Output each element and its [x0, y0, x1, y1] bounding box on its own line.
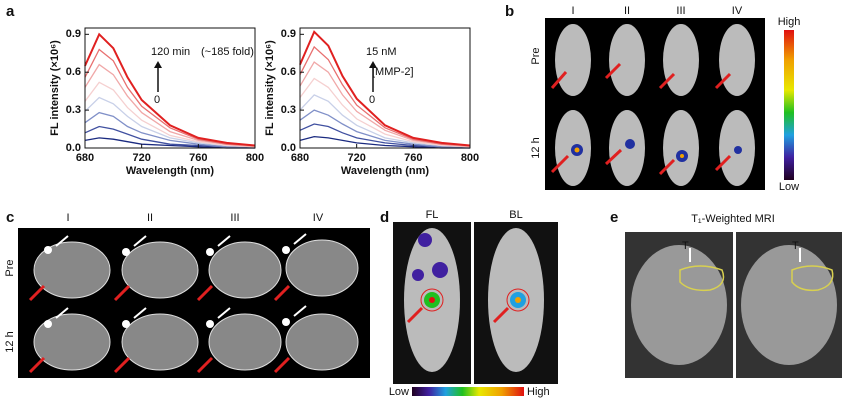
panel-label: c: [6, 209, 14, 226]
column-label: IV: [732, 5, 743, 17]
panel-b-images: [545, 18, 794, 190]
panel-label: e: [610, 209, 618, 226]
y-tick-label: 0.3: [281, 104, 296, 116]
spectrum-line: [84, 81, 256, 148]
panel-d-images: [393, 222, 558, 396]
scale-label: High: [778, 16, 801, 28]
column-label: BL: [509, 209, 522, 221]
x-tick-label: 760: [189, 152, 207, 164]
spectrum-line: [84, 32, 256, 147]
spectrum-line: [299, 45, 471, 147]
annotation: 120 min: [151, 46, 190, 58]
annotation: 0: [154, 94, 160, 106]
row-label: 12 h: [530, 137, 542, 158]
column-label: I: [571, 5, 574, 17]
y-tick-label: 0.0: [281, 142, 296, 154]
spectrum-line: [84, 111, 255, 148]
annotation: 15 nM: [366, 46, 397, 58]
arrow-head: [369, 61, 377, 68]
x-tick-label: 760: [404, 152, 422, 164]
y-axis-label: FL intensity (×10⁶): [264, 40, 276, 136]
plot-frame: [299, 27, 471, 149]
panel-label: a: [6, 3, 15, 20]
spectrum-line: [84, 48, 256, 147]
x-axis-label: Wavelength (nm): [341, 165, 430, 177]
column-label: II: [147, 212, 153, 224]
y-tick-label: 0.3: [66, 104, 81, 116]
row-label: Pre: [4, 259, 16, 276]
arrow-head: [154, 61, 162, 68]
scale-label: Low: [389, 386, 409, 398]
annotation: 0: [369, 94, 375, 106]
x-tick-label: 720: [347, 152, 365, 164]
y-tick-label: 0.0: [66, 142, 81, 154]
column-label: III: [230, 212, 239, 224]
spectrum-line: [299, 77, 471, 148]
panel-label: d: [380, 209, 389, 226]
row-label: Pre: [530, 47, 542, 64]
x-axis-label: Wavelength (nm): [126, 165, 215, 177]
y-tick-label: 0.9: [281, 28, 296, 40]
spectrum-line: [299, 30, 471, 147]
x-tick-label: 720: [132, 152, 150, 164]
column-label: IV: [313, 212, 324, 224]
annotation: [MMP-2]: [372, 66, 414, 78]
panel-e-images: [625, 232, 842, 378]
scale-label: High: [527, 386, 550, 398]
y-axis-label: FL intensity (×10⁶): [49, 40, 61, 136]
x-tick-label: 800: [461, 152, 479, 164]
annotation: (~185 fold): [201, 46, 254, 58]
panel-title: T₁-Weighted MRI: [691, 213, 775, 225]
column-label: I: [66, 212, 69, 224]
scale-label: Low: [779, 181, 799, 193]
y-tick-label: 0.6: [281, 66, 296, 78]
tumor-marker: T: [682, 240, 689, 252]
spectrum-line: [299, 109, 470, 148]
x-tick-label: 800: [246, 152, 264, 164]
spectrum-line: [84, 63, 256, 148]
y-tick-label: 0.6: [66, 66, 81, 78]
x-tick-label: 680: [291, 152, 309, 164]
y-tick-label: 0.9: [66, 28, 81, 40]
tumor-marker: T: [792, 240, 799, 252]
column-label: III: [676, 5, 685, 17]
row-label: 12 h: [4, 331, 16, 352]
plot-frame: [84, 27, 256, 149]
x-tick-label: 680: [76, 152, 94, 164]
column-label: FL: [426, 209, 439, 221]
spectrum-line: [299, 94, 471, 148]
panel-c-images: [18, 228, 370, 378]
panel-label: b: [505, 3, 514, 20]
column-label: II: [624, 5, 630, 17]
